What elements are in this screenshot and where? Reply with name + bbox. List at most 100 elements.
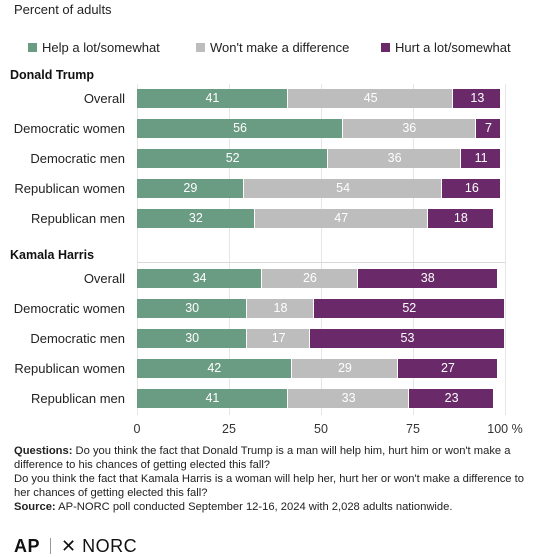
data-label-no-difference: 18 [273,301,288,315]
ap-logo: AP [14,536,41,556]
x-gridline [137,84,138,415]
data-label-help: 29 [183,181,198,195]
bar-segment-hurt [357,269,497,288]
legend-label-no-difference: Won't make a difference [210,40,350,55]
data-label-hurt: 27 [440,361,455,375]
bar-segment-no-difference [247,329,309,348]
bar-segment-help [137,179,243,198]
bar-segment-hurt [442,179,501,198]
x-tick-label: 50 [314,422,328,436]
bar-segment-help [137,269,262,288]
data-label-hurt: 38 [420,271,435,285]
question-2-text: Do you think the fact that Kamala Harris… [14,473,524,499]
bar-segment-no-difference [262,269,357,288]
data-label-hurt: 11 [474,151,488,165]
data-label-no-difference: 17 [271,331,286,345]
source-text: AP-NORC poll conducted September 12-16, … [58,501,453,513]
data-label-no-difference: 45 [363,91,378,105]
bar-segment-hurt [398,359,497,378]
bar-segment-help [137,329,247,348]
legend-item-no-difference: Won't make a difference [196,40,349,55]
data-label-no-difference: 36 [402,121,417,135]
bar-segment-no-difference [343,119,475,138]
chart-subtitle: Percent of adults [14,2,112,17]
row-label: Overall [83,271,125,286]
bar-segment-no-difference [247,299,313,318]
data-label-help: 42 [207,361,222,375]
bar-segment-no-difference [328,149,460,168]
bar-segment-hurt [460,149,501,168]
question-1-note: Questions: Do you think the fact that Do… [14,444,539,472]
data-label-hurt: 16 [464,181,479,195]
x-tick-label: 0 [133,422,141,436]
bar-segment-help [137,299,247,318]
source-label: Source: [14,501,56,513]
data-label-hurt: 53 [400,331,415,345]
row-label: Overall [83,91,125,106]
data-label-help: 30 [185,301,200,315]
data-label-no-difference: 29 [337,361,352,375]
bar-segment-no-difference [287,89,453,108]
bar-segment-help [137,209,254,228]
data-label-help: 41 [205,391,220,405]
data-label-hurt: 13 [470,91,485,105]
footer-logos: AP ✕ NORC [14,536,137,557]
bar-segment-help [137,149,328,168]
x-tick-label: 75 [406,422,420,436]
row-label: Democratic women [13,301,125,316]
question-1-text: Do you think the fact that Donald Trump … [14,445,511,471]
bar-segment-no-difference [287,389,409,408]
logo-separator [50,538,52,554]
group-heading: Donald Trump [10,68,95,82]
bar-segment-hurt [409,389,493,408]
bar-segment-no-difference [291,359,398,378]
row-label: Democratic men [30,151,125,166]
row-label: Democratic men [30,331,125,346]
data-label-help: 34 [192,271,207,285]
bar-segment-help [137,359,291,378]
data-label-help: 41 [205,91,220,105]
legend-swatch-no-difference [196,43,205,52]
x-gridline [413,84,414,415]
row-label: Republican women [14,361,125,376]
bar-segment-help [137,89,287,108]
data-label-help: 52 [225,151,240,165]
source-note: Source: AP-NORC poll conducted September… [14,500,539,514]
legend-item-hurt: Hurt a lot/somewhat [381,40,511,55]
data-label-no-difference: 54 [336,181,351,195]
data-label-hurt: 18 [453,211,468,225]
x-gridline [321,84,322,415]
questions-label: Questions: [14,445,73,457]
legend-item-help: Help a lot/somewhat [28,40,160,55]
data-label-help: 30 [185,331,200,345]
bar-segment-hurt [453,89,501,108]
data-label-help: 32 [188,211,203,225]
legend-swatch-hurt [381,43,390,52]
group-heading: Kamala Harris [10,248,95,262]
bar-segment-hurt [427,209,493,228]
group-divider [137,262,505,263]
data-label-hurt: 52 [402,301,417,315]
data-label-no-difference: 47 [334,211,349,225]
data-label-no-difference: 33 [341,391,356,405]
row-label: Republican women [14,181,125,196]
x-gridline [229,84,230,415]
chart-legend: Help a lot/somewhat Won't make a differe… [0,40,550,56]
x-tick-label: 100 % [487,422,523,436]
data-label-no-difference: 26 [302,271,317,285]
row-label: Republican men [31,391,125,406]
bar-segment-hurt [309,329,504,348]
norc-logo: ✕ NORC [61,536,138,556]
bar-segment-no-difference [243,179,442,198]
legend-label-help: Help a lot/somewhat [42,40,160,55]
chart-notes: Questions: Do you think the fact that Do… [14,444,539,514]
data-label-hurt: 23 [444,391,459,405]
x-gridline [505,84,506,415]
row-label: Republican men [31,211,125,226]
bar-segment-hurt [475,119,501,138]
data-label-help: 56 [233,121,247,135]
norc-logo-text: NORC [82,536,138,556]
bar-segment-help [137,389,287,408]
bar-segment-help [137,119,343,138]
row-label: Democratic women [13,121,125,136]
